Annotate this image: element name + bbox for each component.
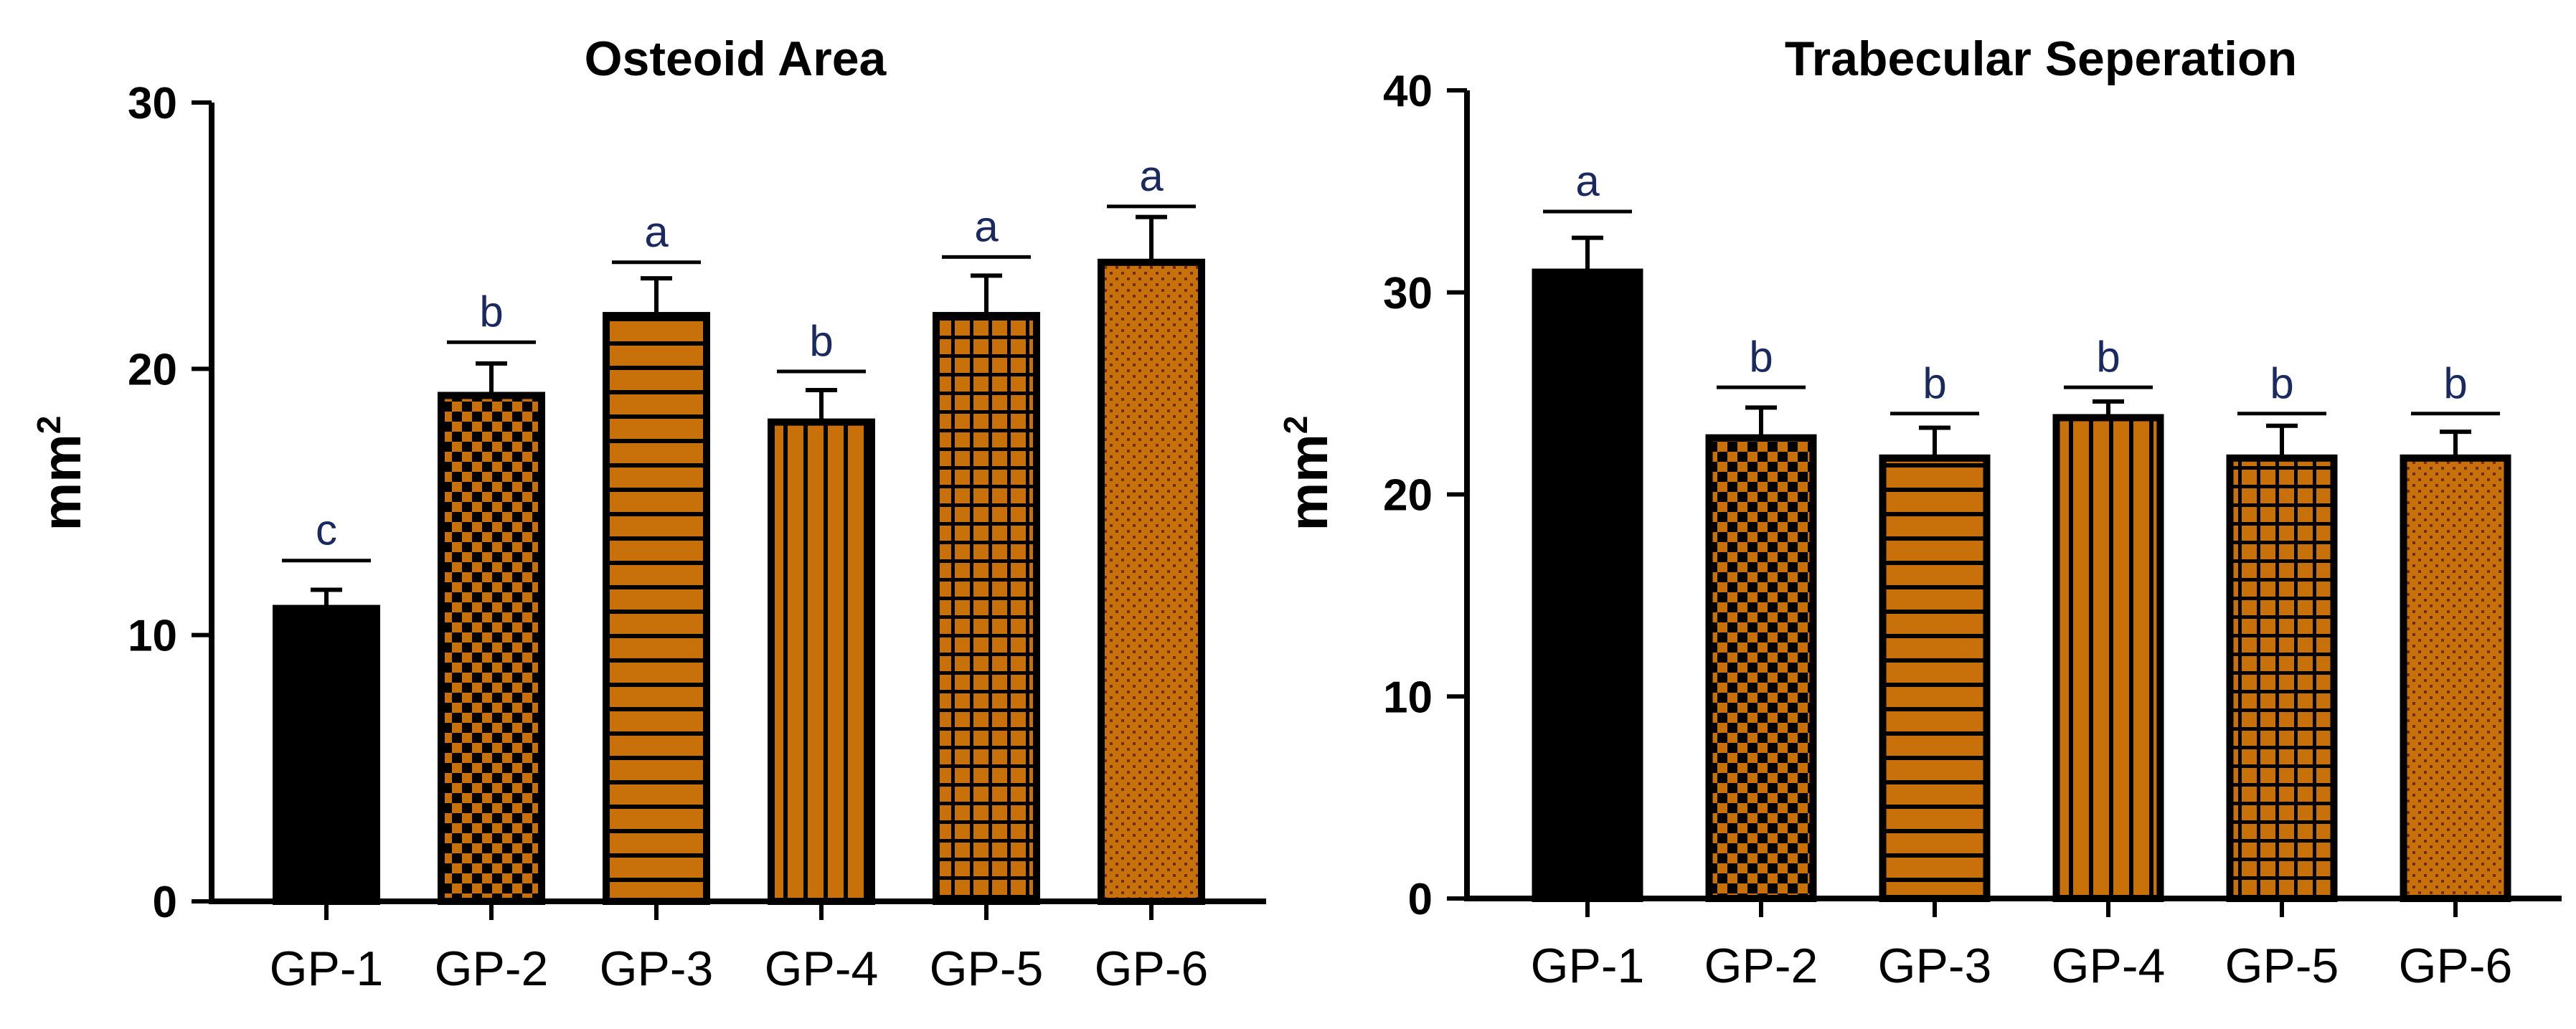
x-tick-label: GP-3 xyxy=(1878,939,1992,993)
y-axis-label: mm2 xyxy=(1277,416,1339,531)
x-tick-label: GP-1 xyxy=(270,942,384,996)
y-tick-label: 30 xyxy=(1383,269,1433,318)
bar-gp-6 xyxy=(2400,454,2511,902)
significance-letter: b xyxy=(1749,333,1773,381)
x-tick-label: GP-4 xyxy=(765,942,879,996)
y-tick-label: 20 xyxy=(1383,471,1433,521)
y-tick-label: 40 xyxy=(1383,67,1433,116)
x-tick-label: GP-4 xyxy=(2052,939,2166,993)
bar-gp-5 xyxy=(933,312,1040,906)
significance-letter: b xyxy=(479,288,503,336)
significance-letter: a xyxy=(974,202,999,250)
significance-letter: c xyxy=(316,506,337,554)
bar-gp-2 xyxy=(438,392,545,905)
significance-letter: b xyxy=(2270,359,2293,407)
bar-gp-5 xyxy=(2226,454,2338,902)
significance-letter: b xyxy=(2096,333,2120,381)
trabecular-separation-chart: Trabecular Seperation mm2 0 10 20 30 40 GP-1 a… xyxy=(1277,32,2562,993)
bar-gp-6 xyxy=(1098,258,1205,905)
bar-gp-3 xyxy=(603,312,710,906)
y-tick-label: 10 xyxy=(1383,673,1433,722)
x-tick-label: GP-6 xyxy=(2399,939,2513,993)
x-tick-label: GP-5 xyxy=(2225,939,2339,993)
bar-gp-4 xyxy=(2052,414,2164,902)
significance-letter: a xyxy=(644,208,669,256)
bar-gp-1 xyxy=(273,604,380,905)
bar-gp-4 xyxy=(768,418,875,905)
bar-gp-1 xyxy=(1532,268,1643,902)
bar-gp-3 xyxy=(1879,454,1991,902)
significance-letter: b xyxy=(2443,359,2467,407)
bar-gp-2 xyxy=(1705,434,1817,902)
y-axis-label: mm2 xyxy=(30,416,93,531)
x-tick-label: GP-5 xyxy=(930,942,1044,996)
significance-letter: a xyxy=(1139,152,1164,200)
x-tick-label: GP-1 xyxy=(1531,939,1645,993)
osteoid-area-chart: Osteoid Area mm2 0 10 20 30 GP-1 c GP-2 b GP-3 a G… xyxy=(30,32,1266,996)
chart-title: Osteoid Area xyxy=(585,32,887,86)
significance-letter: a xyxy=(1575,157,1600,205)
x-tick-label: GP-6 xyxy=(1095,942,1209,996)
significance-letter: b xyxy=(1922,359,1946,407)
x-tick-label: GP-2 xyxy=(1704,939,1818,993)
y-tick-label: 20 xyxy=(128,345,177,394)
chart-title: Trabecular Seperation xyxy=(1785,32,2297,86)
y-tick-label: 0 xyxy=(1408,875,1433,924)
x-tick-label: GP-3 xyxy=(600,942,714,996)
x-tick-label: GP-2 xyxy=(435,942,549,996)
y-tick-label: 10 xyxy=(128,612,177,661)
y-tick-label: 0 xyxy=(153,878,177,927)
significance-letter: b xyxy=(809,317,833,365)
y-tick-label: 30 xyxy=(128,79,177,128)
